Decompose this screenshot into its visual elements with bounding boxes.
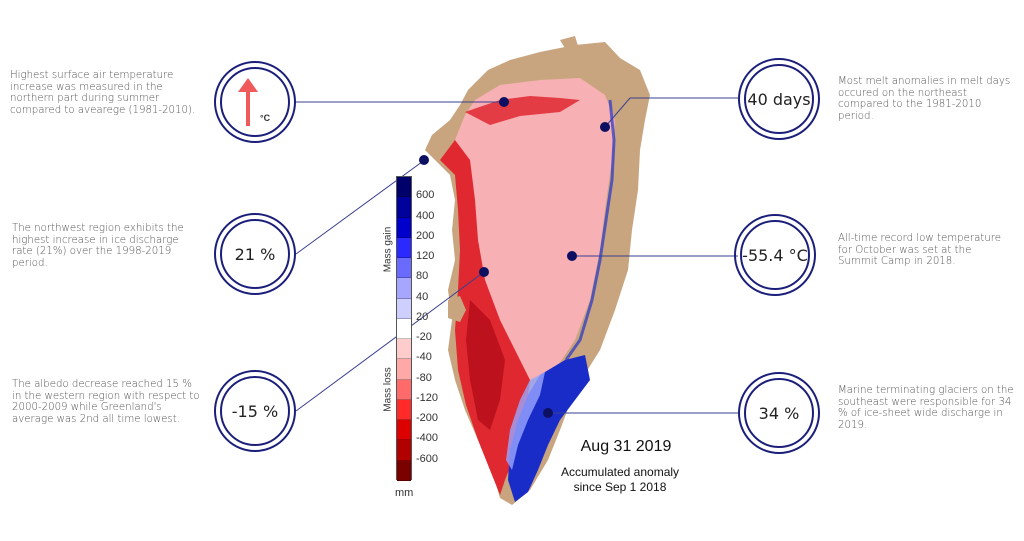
legend-swatch [397,197,411,218]
leader-line [604,97,738,128]
callout-text-northwest-discharge: The northwest region exhibits the highes… [12,223,184,269]
up-arrow-icon [238,78,258,126]
island [448,296,466,322]
legend-colorbar [396,176,412,481]
legend-tick-label: -80 [416,371,432,384]
marker-west [479,267,489,277]
callout-text-summit-temp: All-time record low temperature for Octo… [838,233,1002,268]
legend-gain-title: Mass gain [382,226,394,273]
legend-swatch [397,278,411,299]
legend-tick-label: -20 [416,331,432,344]
callout-text-southeast-glaciers: Marine terminating glaciers on the south… [838,385,1014,431]
ice-sheet-light [455,78,615,380]
legend-tick-label: 40 [416,290,429,303]
ice-sheet-gain-edge [506,372,545,470]
legend-swatch [397,420,411,441]
legend-tick-label: 400 [416,209,435,222]
marker-northwest [419,155,429,165]
legend-tick-label: -120 [416,391,439,404]
legend-swatch [397,217,411,238]
legend-tick-label: -200 [416,412,439,425]
temperature-unit: °C [260,113,271,123]
legend-swatch [397,359,411,380]
leader-line [295,271,485,412]
marker-summit [567,251,577,261]
legend-swatch [397,440,411,461]
ice-sheet-darkest [466,300,505,430]
legend-tick-label: 20 [416,310,429,323]
legend-loss-title: Mass loss [382,367,394,412]
callout-ring-north-temp: °C [214,61,296,143]
legend-tick-label: -600 [416,452,439,465]
legend-tick-label: 600 [416,189,435,202]
legend-swatch [397,258,411,279]
legend-tick-label: 80 [416,270,429,283]
marker-northeast [600,122,610,132]
legend-swatch [397,399,411,421]
legend-swatch [397,318,411,340]
callout-value-northwest-discharge: 21 % [234,244,276,264]
legend-tick-label: -400 [416,432,439,445]
legend-swatch [397,339,411,360]
legend-swatch [397,177,411,198]
legend-swatch [397,298,411,319]
callout-text-west-albedo: The albedo decrease reached 15 % in the … [12,379,200,425]
callout-ring-northwest-discharge: 21 % [214,213,296,295]
leader-line [295,158,427,255]
legend-swatch [397,460,411,481]
island [560,36,578,50]
callout-text-northeast-melt: Most melt anomalies in melt days occured… [838,76,1011,122]
callout-value-southeast-glaciers: 34 % [758,403,800,423]
north-coast-loss [465,96,580,125]
legend-tick-label: 120 [416,250,435,263]
legend-swatch [397,237,411,259]
callout-ring-west-albedo: -15 % [214,370,296,452]
legend-swatch [397,379,411,400]
legend-tick-label: 200 [416,229,435,242]
ice-sheet-gain [508,355,590,502]
callout-ring-northeast-melt: 40 days [738,58,820,140]
callout-value-northeast-melt: 40 days [747,89,811,109]
marker-southeast [543,408,553,418]
map-subtitle-line2: since Sep 1 2018 [573,480,667,494]
legend [396,176,412,481]
callout-ring-southeast-glaciers: 34 % [738,372,820,454]
east-coast-fringe [564,99,616,361]
legend-tick-label: -40 [416,351,432,364]
map-subtitle-line1: Accumulated anomaly [560,465,680,479]
marker-north [499,97,509,107]
legend-unit: mm [395,487,414,499]
callout-value-summit-temp: -55.4 °C [742,245,808,265]
callout-ring-summit-temp: -55.4 °C [734,214,816,296]
callout-value-west-albedo: -15 % [231,401,279,421]
callout-text-north-temp: Highest surface air temperature increase… [10,70,196,116]
map-date: Aug 31 2019 [580,438,672,455]
